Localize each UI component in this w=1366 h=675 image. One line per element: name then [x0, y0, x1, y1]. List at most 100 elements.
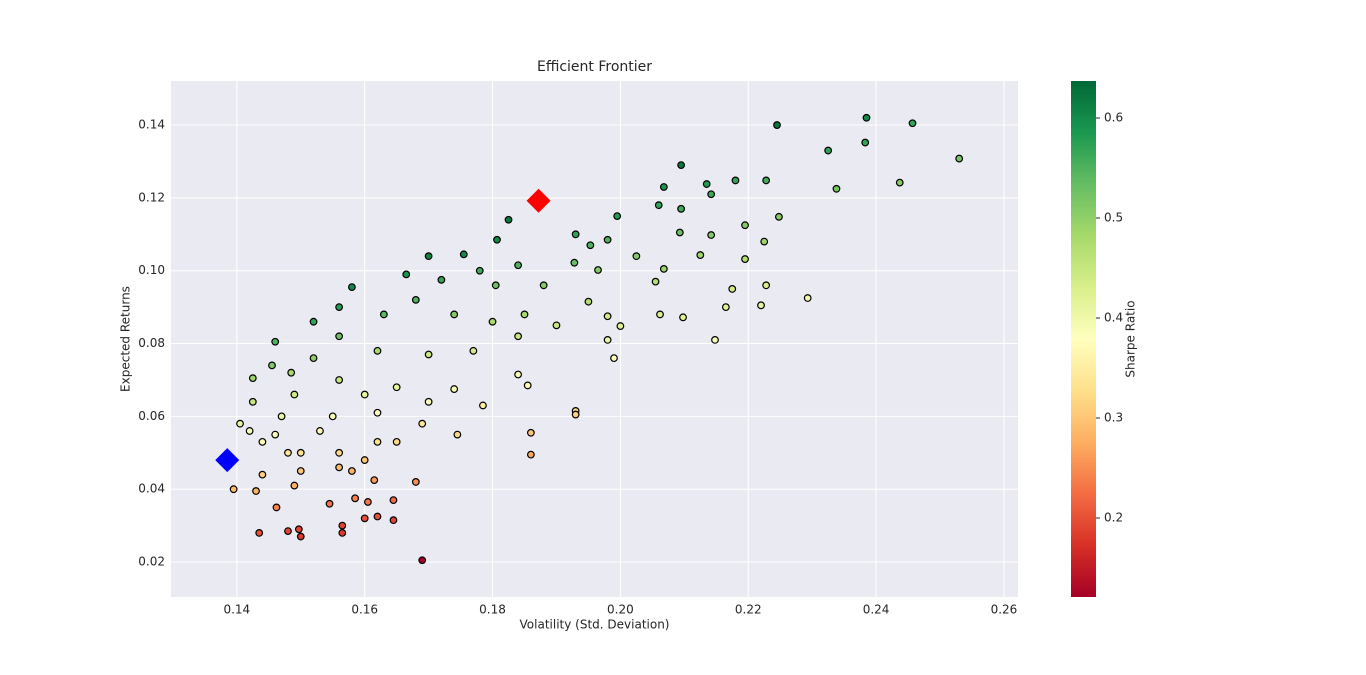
point: [721, 303, 730, 312]
point: [450, 385, 459, 393]
point: [373, 512, 382, 521]
point: [702, 180, 711, 188]
point: [258, 437, 267, 446]
point: [526, 428, 535, 437]
point: [402, 270, 411, 279]
colorbar-tick-label: 0.2: [1104, 511, 1123, 525]
highlight-marker: [215, 448, 240, 473]
point: [475, 266, 484, 275]
point: [711, 336, 719, 344]
point: [610, 354, 618, 363]
point: [552, 321, 561, 330]
point: [348, 467, 356, 475]
point: [335, 463, 344, 472]
point: [392, 437, 401, 446]
point: [675, 228, 684, 237]
point: [360, 514, 369, 523]
point: [271, 337, 280, 346]
point: [284, 527, 292, 535]
colorbar-tick-label: 0.6: [1104, 111, 1123, 125]
point: [370, 476, 379, 485]
colorbar: [1071, 81, 1096, 597]
point: [325, 499, 334, 508]
point: [571, 230, 580, 239]
y-tick-label: 0.12: [138, 190, 165, 204]
point: [493, 235, 501, 244]
point: [309, 354, 318, 363]
point: [316, 427, 324, 435]
point: [895, 178, 904, 187]
point: [335, 376, 344, 384]
point: [677, 204, 686, 213]
point: [373, 437, 382, 446]
point: [762, 176, 771, 185]
point: [832, 184, 841, 193]
point: [762, 281, 771, 290]
point: [418, 419, 427, 428]
point: [411, 478, 420, 486]
point: [296, 448, 305, 457]
x-tick-label: 0.14: [223, 603, 250, 617]
point: [526, 450, 535, 459]
point: [677, 161, 686, 170]
point: [632, 252, 641, 261]
point: [571, 410, 580, 419]
point: [775, 212, 783, 221]
point: [570, 258, 579, 267]
point: [338, 521, 347, 530]
point: [491, 281, 500, 290]
colorbar-label: Sharpe Ratio: [1124, 300, 1138, 377]
x-tick-label: 0.18: [479, 603, 506, 617]
x-tick-label: 0.16: [351, 603, 378, 617]
point: [594, 266, 602, 274]
point: [411, 295, 420, 304]
point: [268, 361, 276, 370]
point: [437, 275, 446, 284]
point: [654, 201, 663, 210]
point: [258, 470, 267, 479]
y-tick-label: 0.08: [138, 336, 165, 350]
point: [248, 397, 257, 406]
point: [272, 503, 281, 512]
point: [603, 312, 612, 321]
y-tick-label: 0.04: [138, 482, 165, 496]
point: [586, 241, 595, 250]
point: [613, 212, 622, 220]
point: [418, 556, 427, 565]
point: [424, 252, 433, 261]
point: [363, 498, 372, 506]
point: [424, 350, 433, 359]
x-tick-label: 0.24: [863, 603, 890, 617]
y-tick-label: 0.06: [138, 409, 165, 423]
x-tick-label: 0.20: [607, 603, 634, 617]
point: [539, 281, 548, 290]
point: [469, 346, 478, 355]
point: [373, 408, 382, 417]
point: [290, 390, 299, 399]
point: [351, 494, 360, 503]
point: [294, 525, 303, 534]
point: [479, 401, 487, 410]
point: [862, 113, 871, 122]
y-tick-label: 0.10: [138, 263, 165, 277]
point: [348, 283, 356, 292]
point: [955, 154, 964, 163]
point: [514, 332, 523, 341]
point: [450, 310, 459, 319]
point: [248, 374, 257, 383]
point: [514, 370, 523, 379]
x-tick-label: 0.22: [735, 603, 762, 617]
point: [584, 297, 593, 306]
point: [335, 448, 344, 457]
point: [514, 261, 523, 270]
point: [252, 487, 260, 495]
point: [803, 294, 812, 302]
point: [741, 255, 749, 263]
point: [360, 456, 369, 464]
point: [728, 285, 737, 293]
point: [707, 231, 716, 239]
point: [731, 176, 740, 185]
colorbar-tick-label: 0.4: [1104, 311, 1123, 325]
